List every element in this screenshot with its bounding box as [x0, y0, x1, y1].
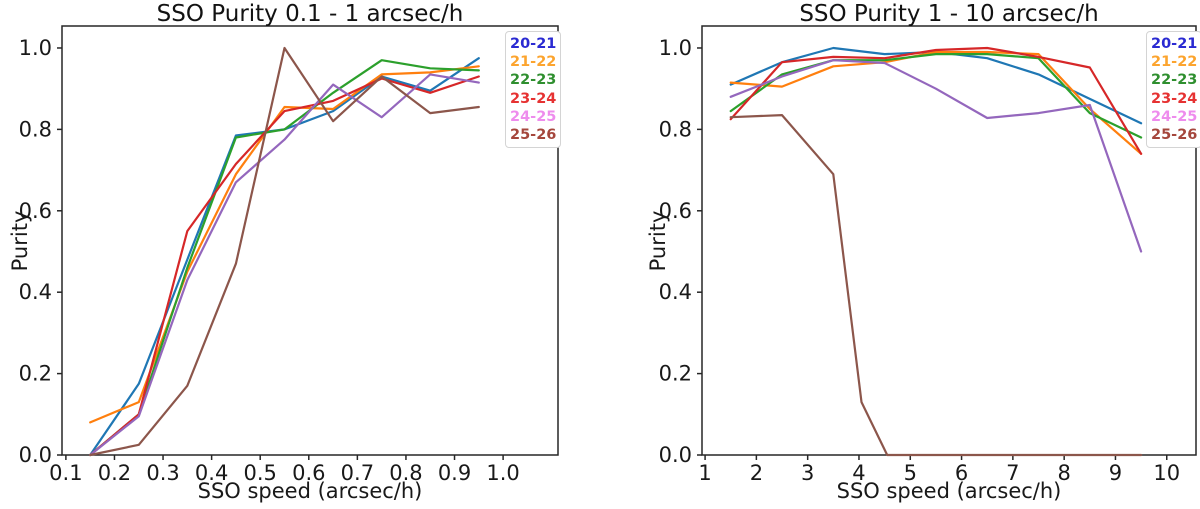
series-line-22-23	[729, 52, 1143, 139]
x-tick-label: 3	[801, 461, 814, 485]
axes-spines	[61, 25, 559, 456]
x-tick-label: 0.9	[438, 461, 471, 485]
x-tick-label: 0.7	[341, 461, 374, 485]
y-tick-label: 0.4	[659, 280, 692, 304]
left-chart-title: SSO Purity 0.1 - 1 arcsec/h	[156, 1, 464, 27]
series-line-25-26	[729, 113, 1143, 457]
legend-item-25-26: 25-26	[510, 127, 557, 144]
right-chart-y-axis-label: Purity	[646, 210, 670, 272]
y-tick-label: 0.4	[19, 280, 52, 304]
series-line-25-26	[89, 46, 480, 457]
legend-item-20-21: 20-21	[510, 36, 557, 52]
x-tick-label: 1.0	[486, 461, 519, 485]
y-tick-label: 0.8	[19, 117, 52, 141]
x-tick-label: 10	[1153, 461, 1180, 485]
series-line-22-23	[89, 59, 480, 457]
x-tick-label: 0.4	[195, 461, 228, 485]
legend-item-22-23: 22-23	[510, 72, 557, 89]
y-tick-label: 0.6	[659, 199, 692, 223]
right-chart-legend: 20-21 21-22 22-23 23-24 24-25 25-26	[1146, 31, 1200, 149]
series-line-23-24	[729, 46, 1143, 155]
series-line-24-25	[729, 59, 1143, 253]
x-tick-label: 2	[750, 461, 763, 485]
x-tick-label: 0.5	[244, 461, 277, 485]
legend-item-24-25: 24-25	[1151, 108, 1198, 125]
y-tick-label: 0.8	[659, 117, 692, 141]
legend-item-25-26: 25-26	[1151, 127, 1198, 144]
legend-item-22-23: 22-23	[1151, 72, 1198, 89]
legend-item-20-21: 20-21	[1151, 36, 1198, 52]
right-chart-title: SSO Purity 1 - 10 arcsec/h	[799, 1, 1099, 27]
series-line-24-25	[89, 73, 480, 457]
x-tick-label: 0.3	[146, 461, 179, 485]
y-tick-label: 0.0	[659, 443, 692, 467]
y-tick-label: 0.2	[19, 362, 52, 386]
legend-item-21-22: 21-22	[1151, 54, 1198, 71]
series-line-20-21	[729, 46, 1143, 125]
y-tick-label: 1.0	[659, 36, 692, 60]
x-tick-label: 0.1	[49, 461, 82, 485]
legend-item-23-24: 23-24	[1151, 90, 1198, 107]
x-tick-label: 8	[1057, 461, 1070, 485]
series-line-21-22	[729, 50, 1143, 155]
x-tick-label: 9	[1109, 461, 1122, 485]
series-line-21-22	[89, 65, 480, 424]
x-tick-label: 0.2	[98, 461, 131, 485]
axes-spines	[701, 25, 1197, 456]
y-tick-label: 0.2	[659, 362, 692, 386]
x-tick-label: 5	[904, 461, 917, 485]
x-tick-label: 4	[852, 461, 865, 485]
y-tick-label: 0.0	[19, 443, 52, 467]
legend-item-21-22: 21-22	[510, 54, 557, 71]
left-chart-legend: 20-21 21-22 22-23 23-24 24-25 25-26	[505, 31, 562, 149]
x-tick-label: 0.8	[389, 461, 422, 485]
x-tick-label: 1	[698, 461, 711, 485]
legend-item-24-25: 24-25	[510, 108, 557, 125]
x-tick-label: 7	[1006, 461, 1019, 485]
left-chart-x-axis-label: SSO speed (arcsec/h)	[197, 479, 423, 503]
right-chart-x-axis-label: SSO speed (arcsec/h)	[836, 479, 1062, 503]
y-tick-label: 1.0	[19, 36, 52, 60]
x-tick-label: 6	[955, 461, 968, 485]
y-tick-label: 0.6	[19, 199, 52, 223]
x-tick-label: 0.6	[292, 461, 325, 485]
legend-item-23-24: 23-24	[510, 90, 557, 107]
